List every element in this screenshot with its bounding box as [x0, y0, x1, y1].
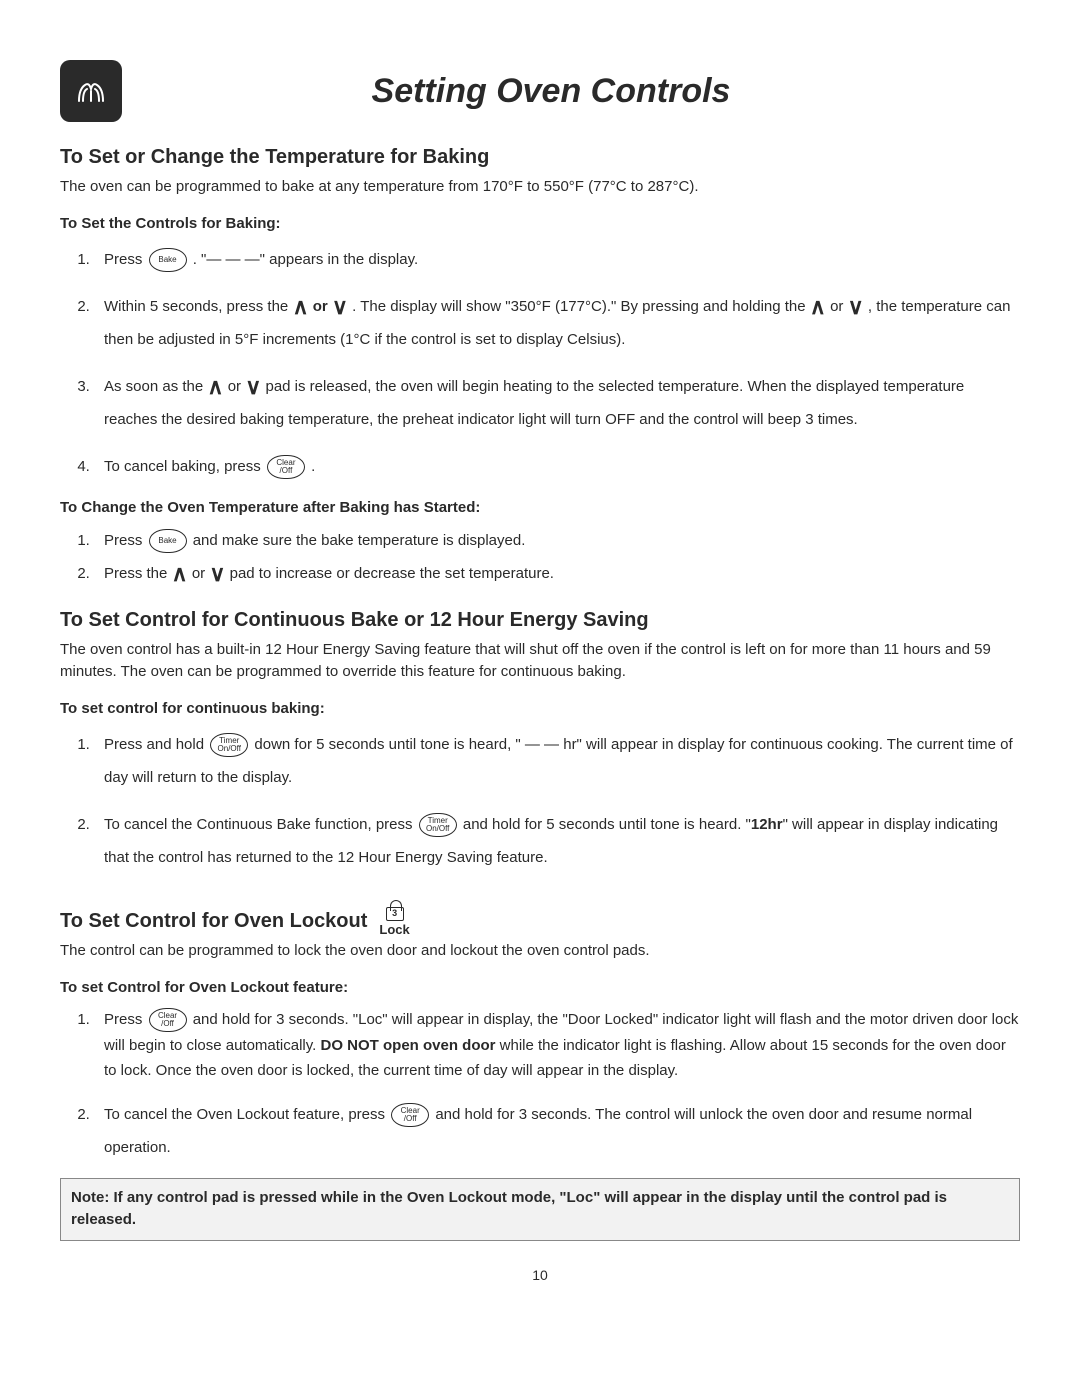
clear-off-button-icon: Clear/Off: [391, 1103, 429, 1127]
text: Press: [104, 251, 147, 268]
text: Press the: [104, 565, 172, 582]
bake-button-icon: Bake: [149, 529, 187, 553]
section-intro: The oven control has a built-in 12 Hour …: [60, 639, 1020, 684]
text: DO NOT open oven door: [321, 1037, 496, 1054]
subheading-set-baking: To Set the Controls for Baking:: [60, 213, 1020, 236]
list-item: To cancel the Oven Lockout feature, pres…: [94, 1098, 1020, 1164]
section-intro: The control can be programmed to lock th…: [60, 940, 1020, 963]
text: To cancel baking, press: [104, 458, 265, 475]
clear-off-button-icon: Clear/Off: [267, 455, 305, 479]
text: Press: [104, 1011, 147, 1028]
steps-lockout: Press Clear/Off and hold for 3 seconds. …: [60, 1007, 1020, 1164]
text: and make sure the bake temperature is di…: [193, 532, 526, 549]
section-heading-continuous: To Set Control for Continuous Bake or 12…: [60, 605, 1020, 635]
section-heading-baking: To Set or Change the Temperature for Bak…: [60, 142, 1020, 172]
list-item: To cancel the Continuous Bake function, …: [94, 808, 1020, 874]
text: or: [228, 378, 246, 395]
up-arrow-icon: ∧: [172, 563, 188, 585]
steps-change-temp: Press Bake and make sure the bake temper…: [60, 528, 1020, 587]
text: To cancel the Oven Lockout feature, pres…: [104, 1106, 389, 1123]
list-item: Press Bake and make sure the bake temper…: [94, 528, 1020, 554]
text: or: [830, 298, 848, 315]
list-item: To cancel baking, press Clear/Off .: [94, 450, 1020, 483]
heading-text: To Set Control for Oven Lockout: [60, 906, 367, 936]
text: Within 5 seconds, press the: [104, 298, 292, 315]
text: . "— — —" appears in the display.: [193, 251, 418, 268]
subheading-change-temp: To Change the Oven Temperature after Bak…: [60, 497, 1020, 520]
subheading-lockout: To set Control for Oven Lockout feature:: [60, 977, 1020, 1000]
subheading-continuous: To set control for continuous baking:: [60, 698, 1020, 721]
list-item: Press Clear/Off and hold for 3 seconds. …: [94, 1007, 1020, 1084]
up-arrow-icon: ∧: [207, 376, 223, 398]
lock-label: Lock: [379, 923, 409, 936]
text: or: [313, 298, 332, 315]
up-arrow-icon: ∧: [810, 296, 826, 318]
text: 12hr: [751, 816, 783, 833]
steps-continuous: Press and hold TimerOn/Off down for 5 se…: [60, 728, 1020, 874]
bake-button-icon: Bake: [149, 248, 187, 272]
section-heading-lockout: To Set Control for Oven Lockout Lock: [60, 906, 410, 936]
text: As soon as the: [104, 378, 207, 395]
steps-set-baking: Press Bake . "— — —" appears in the disp…: [60, 243, 1020, 483]
timer-button-icon: TimerOn/Off: [210, 733, 248, 757]
text: and hold for 5 seconds until tone is hea…: [463, 816, 751, 833]
text: Press: [104, 532, 147, 549]
section-intro: The oven can be programmed to bake at an…: [60, 176, 1020, 199]
timer-button-icon: TimerOn/Off: [419, 813, 457, 837]
list-item: As soon as the ∧ or ∨ pad is released, t…: [94, 370, 1020, 436]
list-item: Press and hold TimerOn/Off down for 5 se…: [94, 728, 1020, 794]
text: or: [192, 565, 210, 582]
list-item: Press Bake . "— — —" appears in the disp…: [94, 243, 1020, 276]
page-number: 10: [60, 1265, 1020, 1286]
brand-logo-icon: [60, 60, 122, 122]
page-header: Setting Oven Controls: [60, 60, 1020, 122]
note-box: Note: If any control pad is pressed whil…: [60, 1178, 1020, 1241]
down-arrow-icon: ∨: [245, 376, 261, 398]
text: pad to increase or decrease the set temp…: [230, 565, 554, 582]
down-arrow-icon: ∨: [209, 563, 225, 585]
up-arrow-icon: ∧: [292, 296, 308, 318]
down-arrow-icon: ∨: [332, 296, 348, 318]
text: .: [311, 458, 315, 475]
page-title: Setting Oven Controls: [142, 66, 1020, 117]
text: Press and hold: [104, 736, 208, 753]
down-arrow-icon: ∨: [848, 296, 864, 318]
list-item: Within 5 seconds, press the ∧ or ∨ . The…: [94, 290, 1020, 356]
text: . The display will show "350°F (177°C)."…: [352, 298, 810, 315]
clear-off-button-icon: Clear/Off: [149, 1008, 187, 1032]
list-item: Press the ∧ or ∨ pad to increase or decr…: [94, 561, 1020, 587]
text: To cancel the Continuous Bake function, …: [104, 816, 417, 833]
lock-icon: Lock: [379, 907, 409, 936]
